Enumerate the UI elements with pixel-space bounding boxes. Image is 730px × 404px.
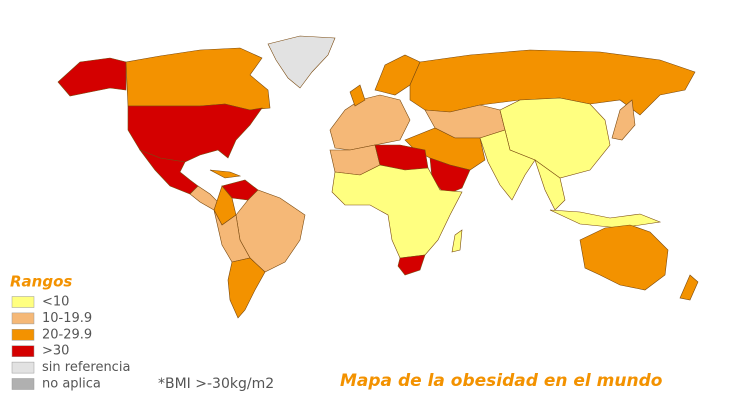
new-zealand xyxy=(679,274,699,301)
map-title: Mapa de la obesidad en el mundo xyxy=(340,371,663,391)
canada xyxy=(125,47,271,111)
legend-swatch xyxy=(11,345,35,357)
southeast-asia xyxy=(534,159,566,211)
uk xyxy=(349,84,366,107)
legend-label: sin referencia xyxy=(42,360,130,375)
legend-swatch xyxy=(11,312,35,325)
legend-swatch xyxy=(11,361,35,374)
sub-saharan-africa xyxy=(331,164,463,259)
greenland xyxy=(267,35,336,89)
argentina xyxy=(227,257,266,319)
caribbean xyxy=(209,169,242,179)
western-europe xyxy=(329,94,411,151)
indonesia xyxy=(549,209,662,229)
note: *BMI >-30kg/m2 xyxy=(158,376,274,392)
world-map xyxy=(57,35,699,319)
legend-label: >30 xyxy=(42,344,69,359)
legend-swatch xyxy=(11,378,35,390)
mexico xyxy=(139,149,199,195)
legend-label: <10 xyxy=(42,295,69,310)
legend-swatch xyxy=(11,329,35,341)
legend-label: 20-29.9 xyxy=(42,327,92,342)
legend-title: Rangos xyxy=(10,273,72,291)
legend-swatch xyxy=(11,296,35,308)
madagascar xyxy=(451,229,463,253)
legend-label: 10-19.9 xyxy=(42,311,92,326)
australia xyxy=(579,224,669,291)
india xyxy=(479,129,536,201)
alaska xyxy=(57,57,127,97)
legend-label: no aplica xyxy=(42,377,101,392)
peru-bolivia xyxy=(213,209,251,263)
south-africa xyxy=(397,254,426,276)
japan xyxy=(611,99,636,141)
